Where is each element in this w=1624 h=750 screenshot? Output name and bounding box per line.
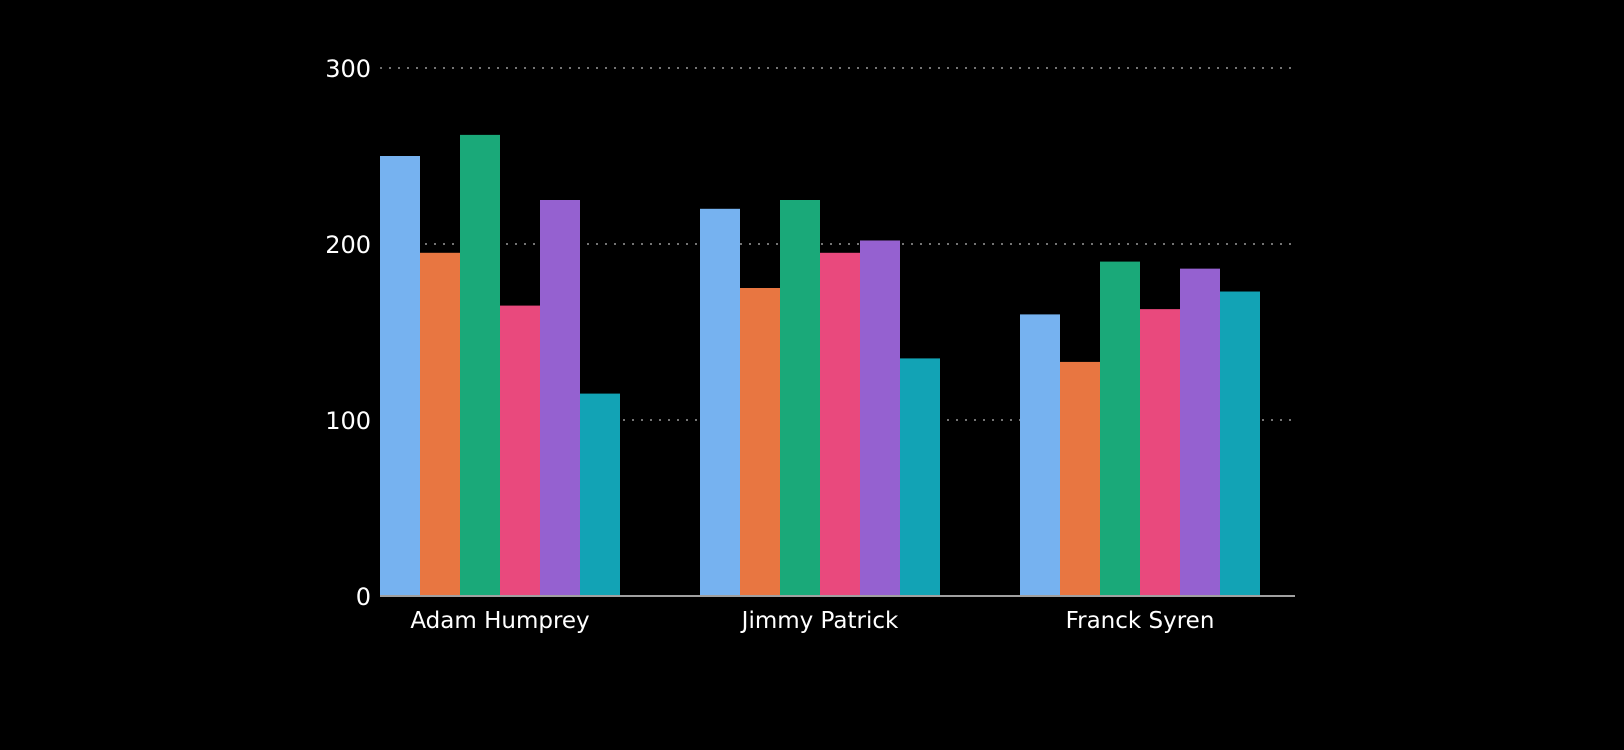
bar bbox=[460, 134, 500, 596]
x-tick-label: Jimmy Patrick bbox=[740, 608, 899, 634]
y-tick-label: 0 bbox=[356, 583, 371, 611]
bar bbox=[860, 240, 900, 597]
bar bbox=[380, 156, 420, 596]
bar-group bbox=[380, 134, 620, 597]
y-tick-label: 200 bbox=[325, 231, 371, 259]
y-tick-label: 100 bbox=[325, 407, 371, 435]
bar bbox=[1100, 261, 1140, 596]
bar bbox=[580, 393, 620, 596]
bar bbox=[740, 288, 780, 596]
y-tick-label: 300 bbox=[325, 55, 371, 83]
bar bbox=[1220, 291, 1260, 596]
bar bbox=[540, 200, 580, 596]
bar bbox=[1180, 268, 1220, 596]
bar bbox=[1140, 309, 1180, 596]
x-tick-label: Franck Syren bbox=[1066, 608, 1215, 634]
bar bbox=[1020, 314, 1060, 596]
x-tick-label: Adam Humprey bbox=[410, 608, 589, 634]
bar bbox=[1060, 361, 1100, 596]
bar-group bbox=[700, 200, 940, 597]
bars-layer bbox=[380, 134, 1260, 597]
bar-group bbox=[1020, 261, 1260, 596]
axis-layer: 0 100 200 300 Adam Humprey Jimmy Patrick Franc… bbox=[325, 55, 1295, 634]
bar bbox=[700, 208, 740, 597]
bar bbox=[780, 200, 820, 596]
bar bbox=[420, 252, 460, 597]
bar bbox=[900, 358, 940, 596]
bar bbox=[500, 305, 540, 596]
bar bbox=[820, 252, 860, 597]
